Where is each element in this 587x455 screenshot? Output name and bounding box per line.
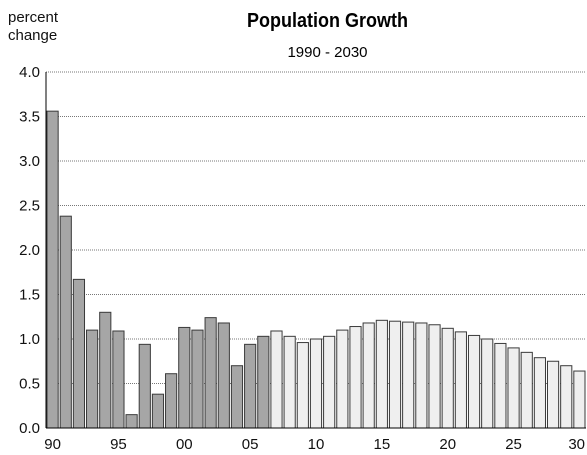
bar-1997 <box>138 343 151 429</box>
bar-2016 <box>388 320 402 429</box>
bar-2028 <box>546 360 560 429</box>
bar-2024 <box>494 342 507 429</box>
bar-2021 <box>454 331 467 429</box>
bar-2030 <box>573 370 586 429</box>
x-tick-label: 05 <box>242 436 259 453</box>
y-tick-label: 1.5 <box>19 287 40 304</box>
x-tick-label: 00 <box>176 436 193 453</box>
bar-2005 <box>244 343 257 429</box>
bar-2001 <box>191 329 204 429</box>
y-tick-label: 2.0 <box>19 242 40 259</box>
bar-2022 <box>467 334 481 429</box>
y-tick-label: 3.0 <box>19 153 40 170</box>
bar-2017 <box>402 321 415 429</box>
bar-2004 <box>230 365 244 429</box>
bar-2012 <box>336 329 349 429</box>
bar-2026 <box>520 351 533 429</box>
y-tick-label: 0.5 <box>19 376 40 393</box>
y-axis-label-line-2: change <box>8 27 58 44</box>
bar-1994 <box>99 311 112 429</box>
bar-2023 <box>481 338 494 429</box>
x-tick-label: 90 <box>44 436 61 453</box>
bar-2015 <box>375 319 388 429</box>
x-tick-label: 30 <box>568 436 585 453</box>
bar-1995 <box>112 330 125 429</box>
bar-1990 <box>46 110 59 429</box>
y-tick-label: 0.0 <box>19 420 40 437</box>
x-tick-label: 95 <box>110 436 127 453</box>
bar-2006 <box>257 335 270 429</box>
y-tick-label: 3.5 <box>19 109 40 126</box>
x-tick-label: 20 <box>439 436 456 453</box>
bar-1996 <box>125 414 138 429</box>
bars <box>46 110 586 429</box>
bar-2018 <box>415 322 428 429</box>
x-tick-labels: 90 95 00 05 10 15 20 25 30 <box>44 436 585 453</box>
bar-2020 <box>441 327 454 429</box>
bar-1998 <box>151 393 165 429</box>
grid-lines <box>46 71 586 384</box>
bar-2000 <box>178 326 191 429</box>
bar-2002 <box>204 317 217 429</box>
x-tick-label: 10 <box>308 436 325 453</box>
bar-1999 <box>165 373 178 429</box>
y-tick-label: 4.0 <box>19 64 40 81</box>
bar-2027 <box>533 357 546 429</box>
bar-2019 <box>428 324 441 429</box>
x-tick-label: 15 <box>374 436 391 453</box>
y-tick-labels: 0.0 0.5 1.0 1.5 2.0 2.5 3.0 3.5 4.0 <box>19 64 40 437</box>
bar-2003 <box>217 322 230 429</box>
bar-2007 <box>270 330 283 429</box>
bar-2011 <box>323 335 336 429</box>
chart-title: Population Growth <box>247 10 408 32</box>
y-tick-label: 2.5 <box>19 198 40 215</box>
y-axis-label: percent change <box>8 9 88 45</box>
y-axis-label-line-1: percent <box>8 9 59 26</box>
bar-2013 <box>349 326 362 429</box>
axes <box>45 72 586 429</box>
bar-1991 <box>59 215 72 429</box>
bar-2025 <box>507 347 520 429</box>
bar-1993 <box>86 329 99 429</box>
bar-2008 <box>283 335 296 429</box>
bar-1992 <box>72 278 86 429</box>
y-tick-label: 1.0 <box>19 331 40 348</box>
x-tick-label: 25 <box>505 436 522 453</box>
bar-2029 <box>560 365 573 429</box>
bar-2009 <box>296 342 309 429</box>
bar-2014 <box>362 322 375 429</box>
bar-2010 <box>309 338 323 429</box>
chart-subtitle: 1990 - 2030 <box>287 44 368 61</box>
